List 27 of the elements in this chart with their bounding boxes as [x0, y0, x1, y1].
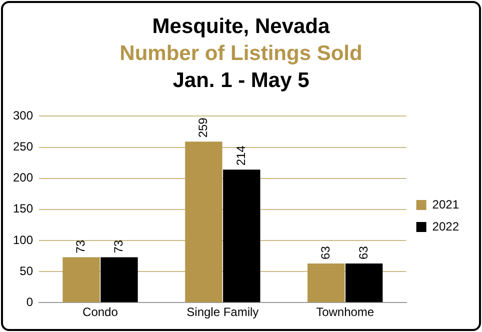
x-tick-label: Condo — [82, 305, 118, 320]
data-label: 73 — [74, 240, 88, 254]
x-tick-label: Single Family — [186, 305, 259, 320]
x-tick-label: Townhome — [316, 305, 374, 320]
chart-title: Mesquite, Nevada — [151, 14, 331, 40]
data-label: 73 — [112, 240, 126, 254]
data-label: 214 — [234, 145, 248, 166]
y-tick-label: 150 — [12, 202, 34, 216]
y-tick-label: 250 — [12, 140, 34, 154]
bar — [185, 142, 222, 302]
y-tick-label: 100 — [12, 232, 34, 247]
data-label: 259 — [196, 117, 210, 138]
chart-subtitle: Number of Listings Sold — [118, 41, 364, 67]
bar — [62, 257, 100, 302]
data-label: 63 — [318, 246, 332, 260]
bar — [100, 257, 138, 302]
bar — [308, 263, 345, 302]
data-label: 63 — [356, 246, 370, 260]
legend-label: 2021 — [432, 197, 460, 212]
y-tick-label: 200 — [12, 170, 34, 185]
bar — [345, 263, 383, 302]
y-tick-label: 0 — [26, 294, 34, 309]
y-tick-label: 50 — [20, 264, 34, 278]
bar — [223, 170, 260, 302]
y-tick-label: 300 — [12, 108, 34, 123]
legend-label: 2022 — [432, 219, 460, 234]
text: Jan. 1 - May 5 — [172, 68, 310, 94]
